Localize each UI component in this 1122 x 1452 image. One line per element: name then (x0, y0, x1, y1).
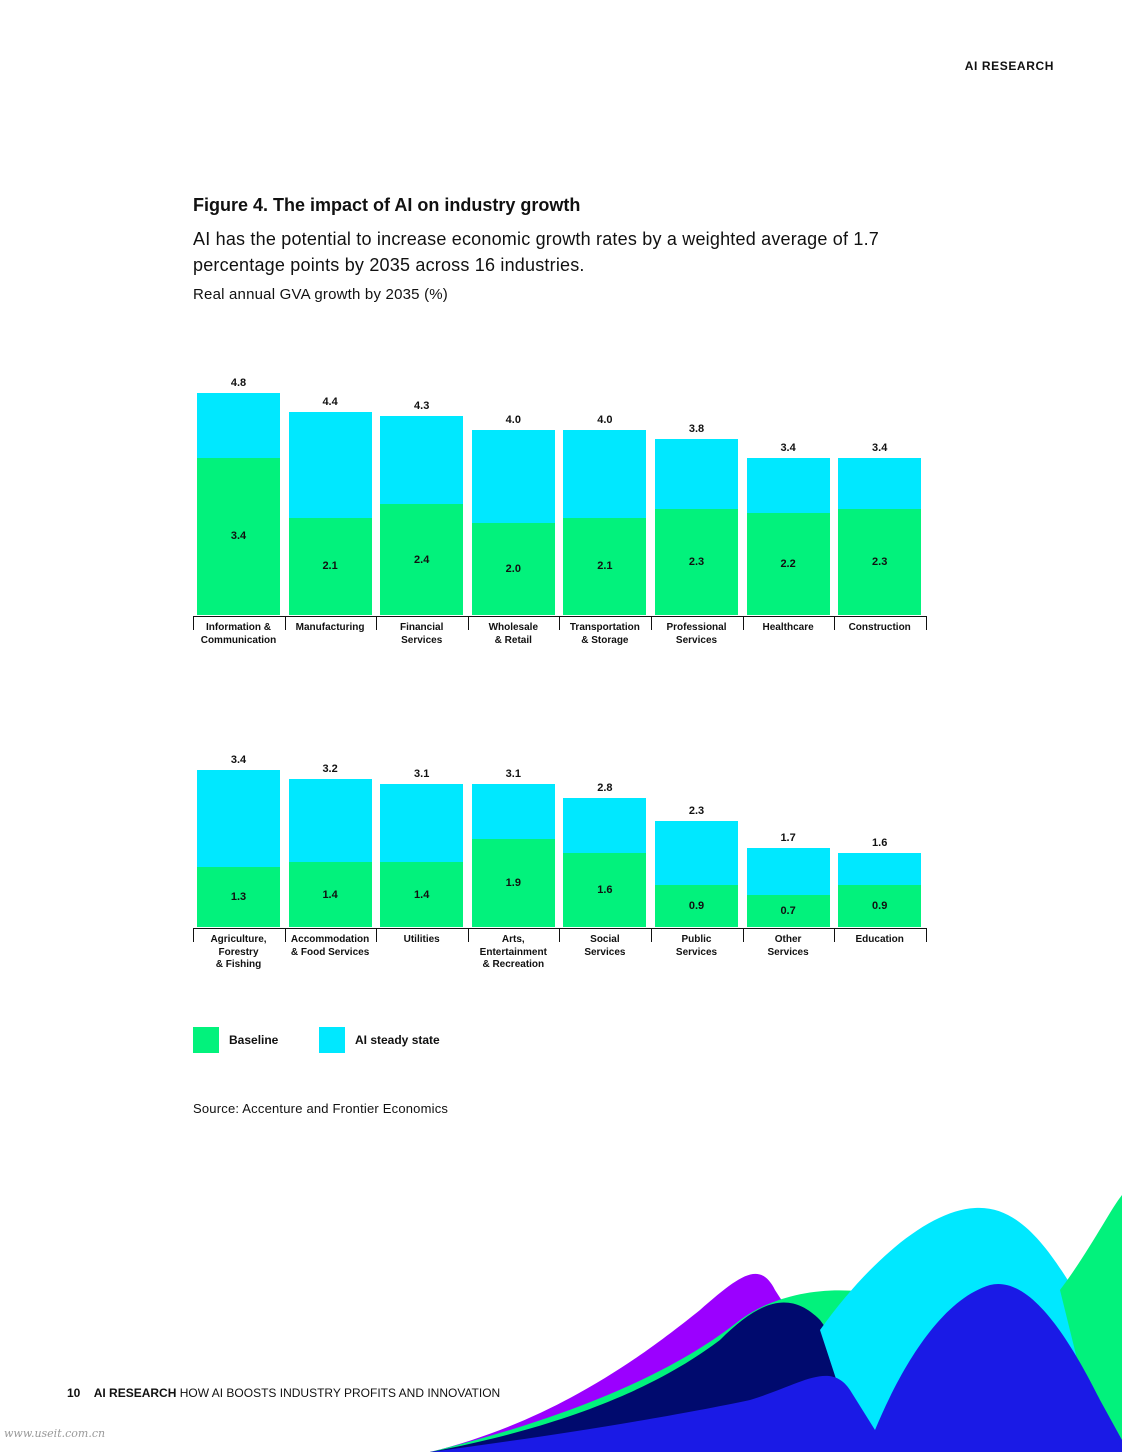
unit-label: Real annual GVA growth by 2035 (%) (193, 286, 448, 303)
axis-tick (376, 616, 378, 630)
category-label: Information & Communication (200, 622, 277, 646)
category-label: Healthcare (762, 622, 814, 633)
axis-tick (284, 928, 286, 942)
axis-tick (376, 928, 378, 942)
value-label: 3.8 (688, 423, 705, 436)
legend-swatch (193, 1027, 219, 1053)
axis-tick (467, 616, 469, 630)
axis-tick (834, 928, 836, 942)
value-label: 4.4 (322, 395, 338, 408)
value-label: 4.3 (414, 400, 430, 413)
value-label: 2.4 (414, 553, 430, 566)
axis-tick (742, 616, 744, 630)
axis-tick (284, 616, 286, 630)
value-label: 2.3 (688, 804, 705, 817)
axis-tick (651, 616, 652, 630)
bar (471, 522, 555, 615)
legend-label: Baseline (229, 1033, 279, 1047)
category-label: Financial Services (400, 622, 444, 646)
footer: 10 AI RESEARCH HOW AI BOOSTS INDUSTRY PR… (67, 1386, 500, 1400)
header: AI RESEARCH (964, 59, 1054, 73)
bar (655, 508, 738, 615)
value-label: 0.7 (780, 904, 796, 917)
axis-tick (651, 928, 652, 942)
category-label: Arts, Entertainment & Recreation (479, 934, 547, 970)
bar (746, 513, 830, 615)
source: Source: Accenture and Frontier Economics (193, 1101, 449, 1116)
category-label: Construction (848, 622, 911, 633)
bar (471, 839, 555, 927)
axis-tick (193, 616, 194, 630)
footer-section: AI RESEARCH (93, 1386, 177, 1400)
value-label: 3.4 (230, 530, 247, 543)
category-label: Agriculture, Forestry & Fishing (210, 934, 267, 970)
axis-tick (742, 928, 744, 942)
value-label: 3.4 (872, 441, 888, 454)
bar (563, 853, 647, 927)
value-label: 1.3 (230, 890, 247, 903)
value-label: 2.1 (597, 560, 613, 573)
category-label: Accommodation & Food Services (290, 934, 370, 958)
axis-tick (925, 928, 927, 942)
value-label: 1.6 (597, 884, 613, 896)
category-label: Social Services (584, 934, 626, 958)
bar (288, 517, 372, 615)
value-label: 4.0 (597, 414, 613, 426)
bar (838, 885, 922, 927)
category-label: Wholesale & Retail (488, 622, 539, 646)
watermark: www.useit.com.cn (4, 1427, 106, 1440)
value-label: 3.2 (322, 763, 338, 775)
value-label: 4.8 (230, 377, 247, 389)
value-label: 0.9 (872, 900, 888, 913)
bar (655, 885, 738, 927)
footer-title: HOW AI BOOSTS INDUSTRY PROFITS AND INNOV… (179, 1386, 501, 1400)
bar (746, 894, 830, 927)
category-label: Public Services (675, 934, 718, 958)
value-label: 2.8 (597, 781, 613, 794)
value-label: 2.1 (322, 560, 338, 573)
value-label: 1.4 (414, 888, 430, 901)
category-label: Manufacturing (295, 622, 365, 633)
page-number: 10 (67, 1386, 81, 1400)
value-label: 2.2 (780, 558, 796, 571)
category-label: Education (855, 934, 904, 945)
value-label: 1.9 (505, 877, 521, 890)
axis-tick (193, 928, 194, 942)
bar (288, 862, 372, 927)
value-label: 4.0 (505, 414, 521, 426)
bar (563, 517, 647, 615)
legend-label: AI steady state (355, 1033, 440, 1047)
value-label: 1.6 (872, 837, 888, 849)
value-label: 2.0 (505, 562, 521, 575)
value-label: 1.7 (780, 832, 796, 845)
axis-tick (559, 928, 561, 942)
category-label: Transportation & Storage (569, 622, 640, 646)
bar (380, 504, 464, 615)
value-label: 3.4 (780, 441, 796, 454)
bar (380, 862, 464, 927)
axis-tick (925, 616, 927, 630)
bar (838, 508, 922, 615)
category-label: Professional Services (666, 622, 727, 646)
value-label: 2.3 (688, 555, 705, 568)
value-label: 1.4 (322, 888, 338, 901)
category-label: Other Services (767, 934, 809, 958)
legend-swatch (319, 1027, 345, 1053)
value-label: 2.3 (872, 555, 888, 568)
subtitle: AI has the potential to increase economi… (193, 229, 880, 275)
bar (197, 866, 280, 927)
value-label: 0.9 (688, 900, 705, 913)
axis-tick (559, 616, 561, 630)
bar (197, 457, 280, 615)
value-label: 3.1 (414, 767, 430, 780)
axis-tick (467, 928, 469, 942)
figure-title: Figure 4. The impact of AI on industry g… (193, 195, 581, 215)
axis-tick (834, 616, 836, 630)
category-label: Utilities (403, 934, 440, 945)
value-label: 3.1 (505, 767, 521, 780)
value-label: 3.4 (230, 753, 247, 766)
